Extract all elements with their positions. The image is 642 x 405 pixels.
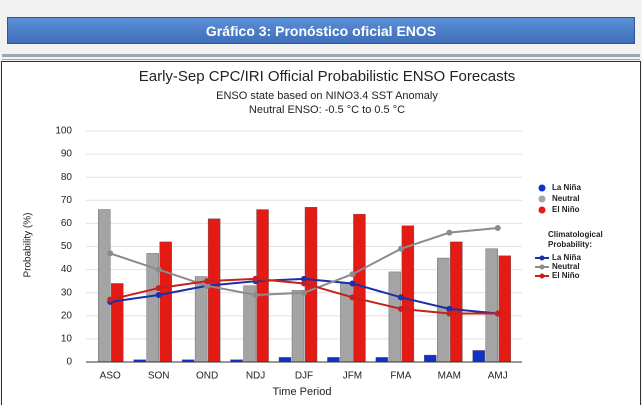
bar (278, 357, 292, 363)
x-tick-label: OND (196, 371, 218, 382)
clim-point (301, 275, 307, 282)
clim-point (204, 282, 211, 289)
bar (485, 248, 498, 363)
x-axis-label: Time Period (273, 386, 332, 398)
bar (111, 283, 124, 363)
clim-point (446, 229, 453, 236)
x-tick-label: NDJ (246, 371, 265, 382)
y-tick-label: 100 (55, 126, 72, 137)
clim-point (349, 280, 356, 287)
clim-point (446, 310, 453, 317)
bar (450, 241, 463, 363)
chart-title: Early-Sep CPC/IRI Official Probabilistic… (139, 68, 516, 85)
legend-label: Neutral (552, 194, 580, 203)
bar (207, 218, 221, 363)
chart-subtitle: Neutral ENSO: -0.5 °C to 0.5 °C (249, 104, 405, 116)
legend-marker (538, 184, 546, 192)
x-tick-label: DJF (295, 371, 313, 382)
clim-point (107, 296, 114, 303)
y-tick-label: 60 (61, 218, 73, 229)
y-tick-label: 70 (61, 195, 73, 206)
bar (472, 350, 485, 363)
clim-point (446, 305, 453, 312)
legend-label: El Niño (552, 271, 580, 280)
y-axis-label: Probability (%) (23, 212, 34, 277)
bar (291, 290, 305, 363)
clim-point (155, 292, 162, 299)
x-tick-label: JFM (343, 371, 362, 382)
clim-point (204, 278, 211, 285)
bar (194, 276, 208, 363)
legend-marker (538, 206, 546, 214)
legend-marker (539, 273, 545, 279)
y-tick-label: 90 (61, 149, 73, 160)
y-tick-label: 30 (61, 287, 73, 298)
y-tick-label: 0 (66, 357, 72, 368)
legend-marker (538, 195, 546, 203)
y-tick-label: 20 (61, 310, 73, 321)
legend-marker (539, 264, 545, 270)
bar (375, 357, 389, 363)
legend-label: El Niño (552, 205, 580, 214)
clim-point (107, 250, 114, 257)
line-legend-title: Climatological Probability: (548, 230, 603, 249)
rule (2, 59, 640, 60)
header-bar: Gráfico 3: Pronóstico oficial ENOS (7, 17, 635, 44)
bar (498, 255, 511, 363)
chart-subtitle: ENSO state based on NINO3.4 SST Anomaly (216, 90, 438, 102)
clim-point (494, 225, 501, 232)
bar (424, 354, 437, 363)
chart: Early-Sep CPC/IRI Official Probabilistic… (1, 61, 641, 405)
clim-point (397, 305, 404, 312)
bar (256, 209, 269, 363)
bar (388, 271, 402, 363)
clim-point (155, 266, 162, 273)
legend-marker (539, 255, 545, 261)
clim-point (349, 294, 356, 301)
bar (353, 213, 366, 363)
legend-label: La Niña (552, 183, 581, 192)
clim-point (494, 310, 501, 317)
y-tick-label: 50 (61, 241, 73, 252)
bar (327, 357, 340, 363)
clim-point (397, 294, 404, 301)
y-tick-label: 40 (61, 264, 73, 275)
clim-point (252, 292, 259, 299)
bar (98, 209, 111, 363)
y-tick-label: 10 (61, 334, 73, 345)
x-tick-label: AMJ (488, 371, 508, 382)
clim-point (349, 271, 356, 278)
legend-label: Neutral (552, 262, 580, 271)
y-tick-label: 80 (61, 172, 73, 183)
clim-point (252, 275, 259, 282)
x-tick-label: ASO (100, 371, 121, 382)
legend-label: La Niña (552, 253, 581, 262)
clim-point (155, 285, 162, 292)
x-tick-label: FMA (390, 371, 411, 382)
rule (2, 54, 640, 57)
x-tick-label: SON (148, 371, 170, 382)
bar (159, 241, 172, 363)
header-title: Gráfico 3: Pronóstico oficial ENOS (205, 22, 437, 39)
clim-point (301, 280, 307, 287)
x-tick-label: MAM (438, 371, 461, 382)
clim-point (397, 245, 404, 252)
clim-point (301, 289, 307, 296)
line-legend-title-text: Climatological Probability: (548, 230, 603, 249)
